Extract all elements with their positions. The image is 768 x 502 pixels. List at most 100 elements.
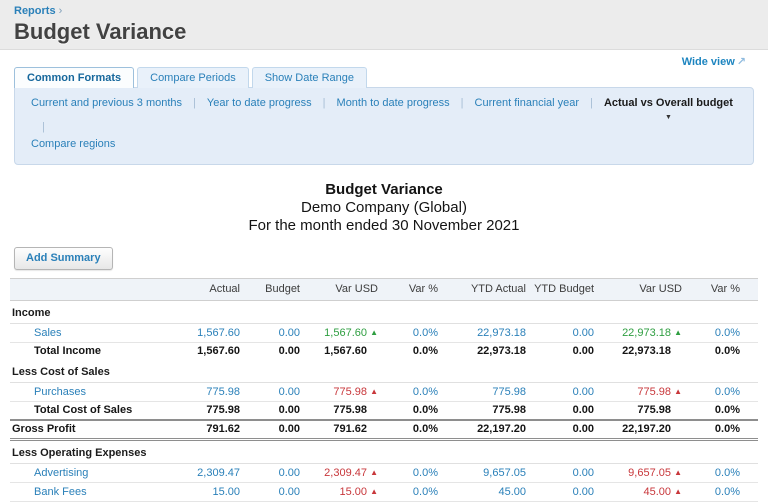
cell-var: 0.0% bbox=[686, 323, 758, 343]
cell-var: 0.0% bbox=[686, 401, 758, 420]
report-header: Budget Variance Demo Company (Global) Fo… bbox=[0, 181, 768, 235]
separator: | bbox=[193, 97, 196, 109]
cell-var-usd: 45.00 ▲ bbox=[598, 482, 686, 502]
table-row: Bank Fees 15.00 0.00 15.00 ▲ 0.0% 45.00 0.00 45.… bbox=[10, 482, 758, 502]
format-link-label: Month to date progress bbox=[336, 97, 450, 109]
cell-ytd-actual: 775.98 bbox=[442, 401, 530, 420]
cell-ytd-actual: 22,973.18 bbox=[442, 323, 530, 343]
cell-var-usd: 1,567.60 ▲ bbox=[304, 323, 382, 343]
separator: | bbox=[460, 97, 464, 109]
account-link-sales[interactable]: Sales bbox=[34, 326, 62, 339]
variance-up-arrow-icon: ▲ bbox=[370, 487, 378, 496]
variance-up-arrow-icon: ▲ bbox=[674, 487, 682, 496]
cell-actual: 775.98 bbox=[182, 401, 244, 420]
column-header-var: Var % bbox=[686, 278, 758, 301]
column-header-var: Var % bbox=[382, 278, 442, 301]
separator: | bbox=[322, 97, 326, 109]
cell-var: 0.0% bbox=[382, 323, 442, 343]
table-row: Purchases 775.98 0.00 775.98 ▲ 0.0% 775.98 0.00… bbox=[10, 382, 758, 402]
format-link-label: Current and previous 3 months bbox=[31, 97, 183, 109]
cell-var: 0.0% bbox=[382, 419, 442, 441]
cell-var-usd: 775.98 ▲ bbox=[598, 382, 686, 402]
external-arrow-icon: ↗ bbox=[736, 56, 746, 68]
cell-ytd-budget: 0.00 bbox=[530, 482, 598, 502]
cell-actual: 791.62 bbox=[182, 419, 244, 441]
format-link-year-to-date-progress[interactable]: Year to date progress bbox=[207, 97, 312, 110]
report-period: For the month ended 30 November 2021 bbox=[248, 217, 520, 234]
cell-var-usd: 775.98 bbox=[304, 401, 382, 420]
row-label: Gross Profit bbox=[10, 419, 182, 441]
breadcrumb-reports-link[interactable]: Reports bbox=[14, 5, 56, 17]
account-link-advertising[interactable]: Advertising bbox=[34, 466, 89, 479]
separator: | bbox=[42, 121, 45, 133]
report-company: Demo Company (Global) bbox=[301, 199, 467, 216]
separator: | bbox=[590, 97, 593, 109]
format-link-label: Year to date progress bbox=[206, 97, 312, 109]
cell-budget: 0.00 bbox=[244, 482, 304, 502]
row-label: Total Cost of Sales bbox=[10, 401, 182, 420]
cell-var-usd: 791.62 bbox=[304, 419, 382, 441]
cell-var-usd: 22,973.18 ▲ bbox=[598, 323, 686, 343]
format-link-label: Actual vs Overall budget bbox=[603, 97, 733, 109]
format-link-current-and-previous-3-months[interactable]: Current and previous 3 months bbox=[31, 97, 182, 110]
cell-var: 0.0% bbox=[382, 401, 442, 420]
cell-ytd-actual: 22,973.18 bbox=[442, 342, 530, 360]
table-row: Gross Profit 791.62 0.00 791.62 0.0% 22,197.2… bbox=[10, 419, 758, 441]
toolbar-row: Wide view ↗ bbox=[0, 50, 768, 68]
cell-budget: 0.00 bbox=[244, 463, 304, 483]
section-header-row: Income bbox=[10, 300, 758, 324]
column-header-budget: Budget bbox=[244, 278, 304, 301]
cell-ytd-actual: 45.00 bbox=[442, 482, 530, 502]
column-header-var-usd: Var USD bbox=[304, 278, 382, 301]
format-link-actual-vs-overall-budget[interactable]: Actual vs Overall budget ▼ bbox=[604, 97, 733, 121]
table-row: Total Cost of Sales 775.98 0.00 775.98 0.0% 7… bbox=[10, 401, 758, 420]
format-link-label: Current financial year bbox=[474, 97, 580, 109]
table-row: Total Income 1,567.60 0.00 1,567.60 0.0% 22,9… bbox=[10, 342, 758, 360]
variance-up-arrow-icon: ▲ bbox=[674, 387, 682, 396]
cell-ytd-actual: 22,197.20 bbox=[442, 419, 530, 441]
cell-budget: 0.00 bbox=[244, 419, 304, 441]
tabs: Common Formats Compare Periods Show Date R… bbox=[14, 67, 768, 88]
format-link-month-to-date-progress[interactable]: Month to date progress bbox=[337, 97, 450, 110]
cell-ytd-budget: 0.00 bbox=[530, 323, 598, 343]
cell-var-usd: 2,309.47 ▲ bbox=[304, 463, 382, 483]
column-header-empty bbox=[10, 278, 182, 301]
cell-budget: 0.00 bbox=[244, 342, 304, 360]
cell-ytd-budget: 0.00 bbox=[530, 419, 598, 441]
tab-compare-periods[interactable]: Compare Periods bbox=[137, 67, 249, 88]
cell-ytd-budget: 0.00 bbox=[530, 382, 598, 402]
cell-var: 0.0% bbox=[382, 482, 442, 502]
cell-budget: 0.00 bbox=[244, 382, 304, 402]
format-link-compare-regions[interactable]: Compare regions bbox=[31, 138, 115, 151]
column-header-ytd-budget: YTD Budget bbox=[530, 278, 598, 301]
format-link-current-financial-year[interactable]: Current financial year bbox=[475, 97, 580, 110]
column-header-actual: Actual bbox=[182, 278, 244, 301]
add-summary-button[interactable]: Add Summary bbox=[14, 247, 113, 270]
format-links-row-2: Compare regions bbox=[31, 138, 737, 151]
section-label: Less Operating Expenses bbox=[10, 439, 758, 464]
section-label: Income bbox=[10, 300, 758, 324]
table-header-row: Actual Budget Var USD Var % YTD Actual YTD Bu… bbox=[10, 278, 758, 301]
cell-actual: 775.98 bbox=[182, 382, 244, 402]
cell-var-usd: 775.98 ▲ bbox=[304, 382, 382, 402]
report-table: Actual Budget Var USD Var % YTD Actual YTD Bu… bbox=[10, 278, 758, 502]
variance-up-arrow-icon: ▲ bbox=[674, 328, 682, 337]
cell-ytd-actual: 9,657.05 bbox=[442, 463, 530, 483]
common-formats-panel: Current and previous 3 months | Year to da… bbox=[14, 87, 754, 165]
account-link-bank-fees[interactable]: Bank Fees bbox=[34, 485, 87, 498]
cell-var-usd: 9,657.05 ▲ bbox=[598, 463, 686, 483]
tab-common-formats[interactable]: Common Formats bbox=[14, 67, 135, 88]
breadcrumb-separator: › bbox=[58, 5, 63, 17]
account-link-purchases[interactable]: Purchases bbox=[34, 385, 86, 398]
cell-var: 0.0% bbox=[686, 463, 758, 483]
tab-show-date-range[interactable]: Show Date Range bbox=[251, 67, 367, 88]
cell-ytd-budget: 0.00 bbox=[530, 401, 598, 420]
column-header-var-usd: Var USD bbox=[598, 278, 686, 301]
cell-var: 0.0% bbox=[686, 482, 758, 502]
wide-view-link[interactable]: Wide view ↗ bbox=[682, 56, 746, 68]
cell-actual: 1,567.60 bbox=[182, 342, 244, 360]
wide-view-label: Wide view bbox=[681, 56, 735, 68]
variance-up-arrow-icon: ▲ bbox=[370, 387, 378, 396]
cell-var: 0.0% bbox=[686, 342, 758, 360]
page-header: Reports › Budget Variance bbox=[0, 0, 768, 50]
